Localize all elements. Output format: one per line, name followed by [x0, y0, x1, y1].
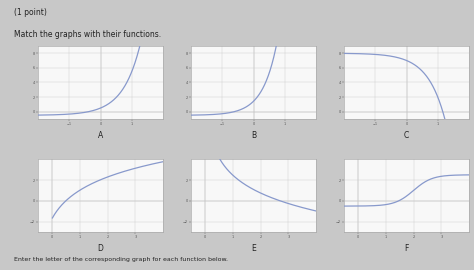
Text: Enter the letter of the corresponding graph for each function below.: Enter the letter of the corresponding gr…	[14, 256, 228, 262]
Text: A: A	[98, 131, 103, 140]
Text: D: D	[98, 244, 103, 253]
Text: B: B	[251, 131, 256, 140]
Text: Match the graphs with their functions.: Match the graphs with their functions.	[14, 30, 161, 39]
Text: (1 point): (1 point)	[14, 8, 47, 17]
Text: E: E	[251, 244, 256, 253]
Text: F: F	[404, 244, 409, 253]
Text: C: C	[404, 131, 409, 140]
